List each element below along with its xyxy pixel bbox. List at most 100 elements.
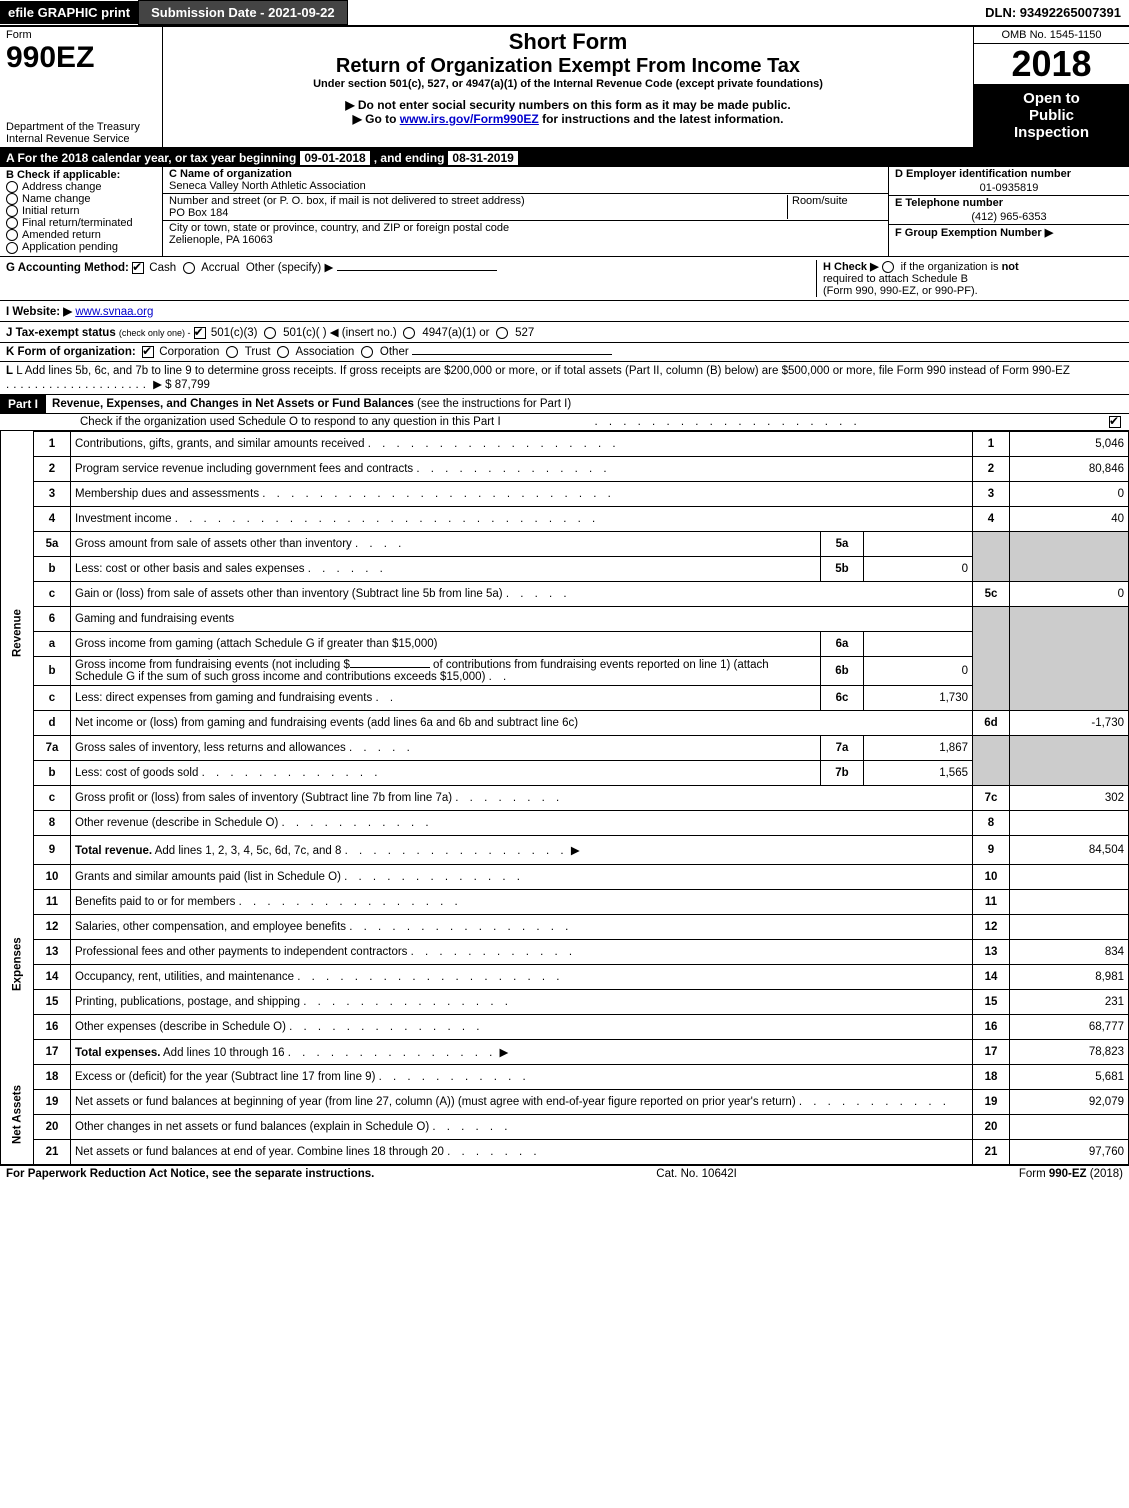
check-accrual[interactable] (183, 262, 195, 274)
line-7c-text: Gross profit or (loss) from sales of inv… (75, 792, 452, 804)
line-5b-sv: 0 (864, 556, 973, 581)
row-j: J Tax-exempt status (check only one) - 5… (0, 322, 1129, 343)
line-8-text: Other revenue (describe in Schedule O) (75, 817, 278, 829)
line-9-amt: 84,504 (1010, 835, 1129, 864)
period-begin: 09-01-2018 (300, 151, 369, 165)
line-16-amt: 68,777 (1010, 1014, 1129, 1039)
l-text: L Add lines 5b, 6c, and 7b to line 9 to … (16, 365, 1070, 377)
check-4947[interactable] (403, 327, 415, 339)
line-7a-sn: 7a (821, 735, 864, 760)
period-prefix: A For the 2018 calendar year, or tax yea… (6, 151, 296, 165)
line-1-text: Contributions, gifts, grants, and simila… (75, 438, 365, 450)
line-7b-text: Less: cost of goods sold (75, 767, 198, 779)
check-trust[interactable] (226, 346, 238, 358)
check-amended-return[interactable] (6, 229, 18, 241)
check-final-return[interactable] (6, 217, 18, 229)
line-11-text: Benefits paid to or for members (75, 896, 235, 908)
line-7c-rn: 7c (973, 785, 1010, 810)
check-name-change[interactable] (6, 193, 18, 205)
org-name: Seneca Valley North Athletic Association (169, 180, 366, 192)
k-label: K Form of organization: (6, 346, 136, 358)
line-14-amt: 8,981 (1010, 964, 1129, 989)
box-b: B Check if applicable: Address change Na… (0, 167, 163, 256)
line-21-amt: 97,760 (1010, 1139, 1129, 1164)
g-label: G Accounting Method: (6, 262, 129, 274)
website-link[interactable]: www.svnaa.org (75, 306, 153, 318)
line-6a-sv (864, 631, 973, 656)
line-5c-num: c (34, 581, 71, 606)
form-header: Form 990EZ Department of the Treasury In… (0, 27, 1129, 149)
line-18-num: 18 (34, 1064, 71, 1089)
label-amended-return: Amended return (22, 229, 101, 241)
line-3-num: 3 (34, 481, 71, 506)
part-i-checkline-text: Check if the organization used Schedule … (80, 416, 595, 428)
line-6-num: 6 (34, 606, 71, 631)
line-17-amt: 78,823 (1010, 1039, 1129, 1064)
omb-number: OMB No. 1545-1150 (974, 27, 1129, 44)
line-15-rn: 15 (973, 989, 1010, 1014)
city-value: Zelienople, PA 16063 (169, 234, 273, 246)
j-small: (check only one) - (119, 328, 191, 338)
form-number: 990EZ (6, 41, 94, 74)
check-corp[interactable] (142, 346, 154, 358)
line-20-text: Other changes in net assets or fund bala… (75, 1121, 429, 1133)
line-5a-num: 5a (34, 531, 71, 556)
check-assoc[interactable] (277, 346, 289, 358)
label-trust: Trust (245, 346, 271, 358)
check-cash[interactable] (132, 262, 144, 274)
dln: DLN: 93492265007391 (977, 1, 1129, 24)
title-return-of: Return of Organization Exempt From Incom… (169, 55, 967, 78)
check-initial-return[interactable] (6, 205, 18, 217)
line-8-amt (1010, 810, 1129, 835)
line-21-num: 21 (34, 1139, 71, 1164)
line-17-rn: 17 (973, 1039, 1010, 1064)
line-20-rn: 20 (973, 1114, 1010, 1139)
line-5a-sn: 5a (821, 531, 864, 556)
line-5b-text: Less: cost or other basis and sales expe… (75, 563, 305, 575)
room-label: Room/suite (792, 195, 848, 207)
line-6a-sn: 6a (821, 631, 864, 656)
line-6d-text: Net income or (loss) from gaming and fun… (71, 710, 973, 735)
irs-link[interactable]: www.irs.gov/Form990EZ (400, 112, 539, 126)
line-6d-amt: -1,730 (1010, 710, 1129, 735)
label-assoc: Association (296, 346, 355, 358)
line-16-num: 16 (34, 1014, 71, 1039)
line-6c-sn: 6c (821, 685, 864, 710)
h-not: not (1002, 261, 1019, 273)
line-15-text: Printing, publications, postage, and shi… (75, 996, 300, 1008)
footer-right: Form 990-EZ (2018) (1019, 1168, 1123, 1180)
lines-table: Revenue 1 Contributions, gifts, grants, … (0, 431, 1129, 1165)
line-13-num: 13 (34, 939, 71, 964)
check-h[interactable] (882, 261, 894, 273)
footer-mid: Cat. No. 10642I (656, 1168, 737, 1180)
line-18-text: Excess or (deficit) for the year (Subtra… (75, 1071, 375, 1083)
line-21-text: Net assets or fund balances at end of ye… (75, 1146, 444, 1158)
row-l: L L Add lines 5b, 6c, and 7b to line 9 t… (0, 362, 1129, 395)
i-label: I Website: ▶ (6, 306, 72, 318)
line-12-amt (1010, 914, 1129, 939)
section-expenses: Expenses (1, 864, 34, 1064)
line-3-rn: 3 (973, 481, 1010, 506)
check-address-change[interactable] (6, 181, 18, 193)
line-7b-num: b (34, 760, 71, 785)
check-501c3[interactable] (194, 327, 206, 339)
check-other-org[interactable] (361, 346, 373, 358)
label-final-return: Final return/terminated (22, 217, 133, 229)
l-amount: 87,799 (175, 379, 210, 391)
line-7a-num: 7a (34, 735, 71, 760)
box-b-title: B Check if applicable: (6, 169, 156, 181)
line-3-amt: 0 (1010, 481, 1129, 506)
line-11-num: 11 (34, 889, 71, 914)
row-k: K Form of organization: Corporation Trus… (0, 343, 1129, 362)
check-501c[interactable] (264, 327, 276, 339)
check-schedule-o[interactable] (1109, 416, 1121, 428)
line-6c-num: c (34, 685, 71, 710)
label-application-pending: Application pending (22, 241, 118, 253)
check-application-pending[interactable] (6, 242, 18, 254)
line-20-num: 20 (34, 1114, 71, 1139)
box-c: C Name of organization Seneca Valley Nor… (163, 167, 888, 256)
line-4-amt: 40 (1010, 506, 1129, 531)
check-527[interactable] (496, 327, 508, 339)
h-text2: required to attach Schedule B (823, 273, 968, 285)
line-5b-num: b (34, 556, 71, 581)
